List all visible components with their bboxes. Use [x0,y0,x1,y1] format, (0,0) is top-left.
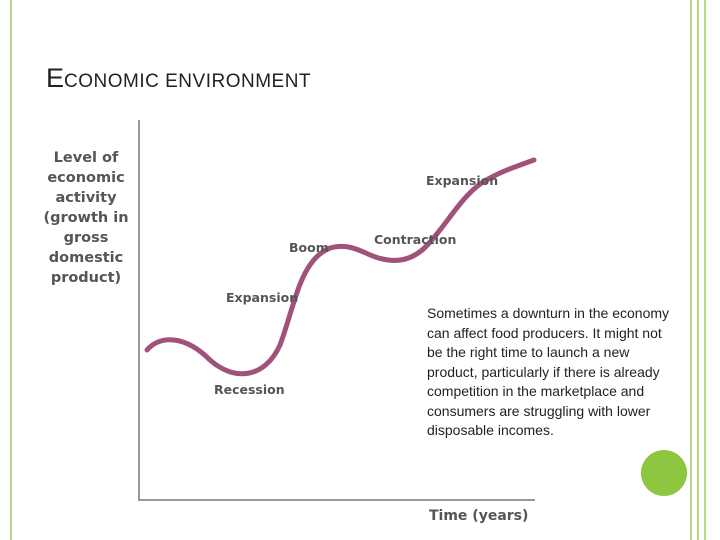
phase-label-expansion-second: Expansion [426,173,499,188]
phase-label-contraction: Contraction [374,232,457,247]
slide-title: ECONOMIC ENVIRONMENT [46,58,311,95]
y-axis-label-line: (growth in [43,210,129,226]
y-axis-label-line: domestic [48,250,124,266]
decorative-green-circle [641,450,687,496]
explanatory-note: Sometimes a downturn in the economy can … [427,304,677,441]
y-axis-label-line: gross [63,230,109,246]
y-axis-label-line: product) [50,270,122,286]
slide-title-initial: E [46,63,65,93]
phase-label-expansion: Expansion [226,290,299,305]
economic-activity-curve [144,157,537,377]
y-axis-label-line: economic [47,170,125,186]
x-axis-label: Time (years) [429,508,529,524]
right-frame-line [704,0,706,540]
right-frame-line [697,0,699,540]
phase-label-boom: Boom [289,240,329,255]
y-axis-label: Level of economic activity (growth in gr… [36,148,136,288]
phase-label-recession: Recession [214,382,285,397]
y-axis-label-line: activity [55,190,117,206]
y-axis-label-line: Level of [53,150,119,166]
right-frame-line [690,0,692,540]
slide-title-rest: CONOMIC ENVIRONMENT [64,71,312,92]
left-frame-border [0,0,12,540]
